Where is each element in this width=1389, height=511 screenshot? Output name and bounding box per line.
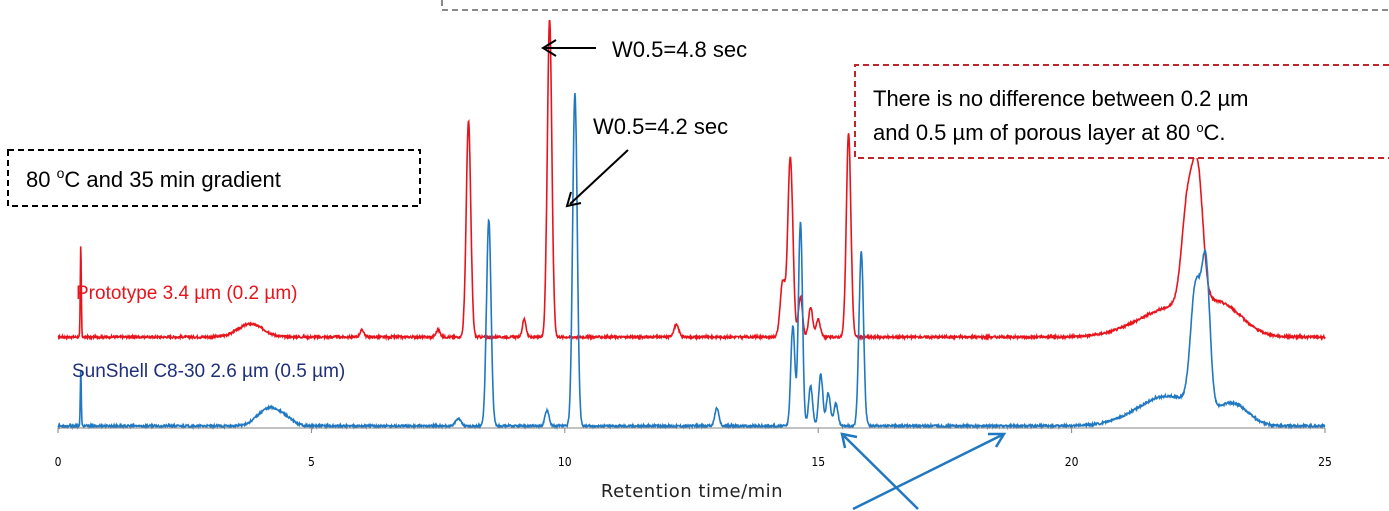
top-gray-dashed-box: [441, 0, 1389, 11]
sunshell-trace: [57, 92, 1326, 431]
width-callout-1: W0.5=4.8 sec: [612, 37, 747, 62]
x-tick-label: 0: [55, 455, 62, 469]
bottom-arrow-1: [843, 435, 919, 510]
prototype-trace: [57, 19, 1326, 342]
x-tick-label: 5: [308, 455, 315, 469]
note-box: [854, 64, 1389, 159]
series-label-prototype: Prototype 3.4 µm (0.2 µm): [76, 283, 297, 304]
x-axis-title: Retention time/min: [601, 481, 783, 502]
width-arrowhead-2: [565, 191, 582, 208]
x-tick-label: 25: [1318, 455, 1332, 469]
x-tick-label: 20: [1065, 455, 1079, 469]
note-line-1: There is no difference between 0.2 µm: [873, 86, 1248, 111]
bottom-arrowhead-1: [840, 432, 858, 449]
x-axis-ticks: 0 5 10 15 20 25: [55, 428, 1332, 469]
note-line-2: and 0.5 µm of porous layer at 80 oC.: [873, 120, 1226, 145]
width-arrowhead-1: [541, 39, 557, 57]
bottom-arrowhead-2: [988, 432, 1007, 448]
condition-label: 80 oC and 35 min gradient: [26, 165, 281, 192]
condition-box: [7, 149, 421, 207]
series-label-sunshell: SunShell C8-30 2.6 µm (0.5 µm): [72, 361, 345, 382]
width-callout-2: W0.5=4.2 sec: [593, 114, 728, 139]
x-tick-label: 10: [558, 455, 572, 469]
x-tick-label: 15: [811, 455, 825, 469]
width-arrow-2: [569, 149, 629, 205]
bottom-arrow-2-visible: [852, 433, 1003, 511]
